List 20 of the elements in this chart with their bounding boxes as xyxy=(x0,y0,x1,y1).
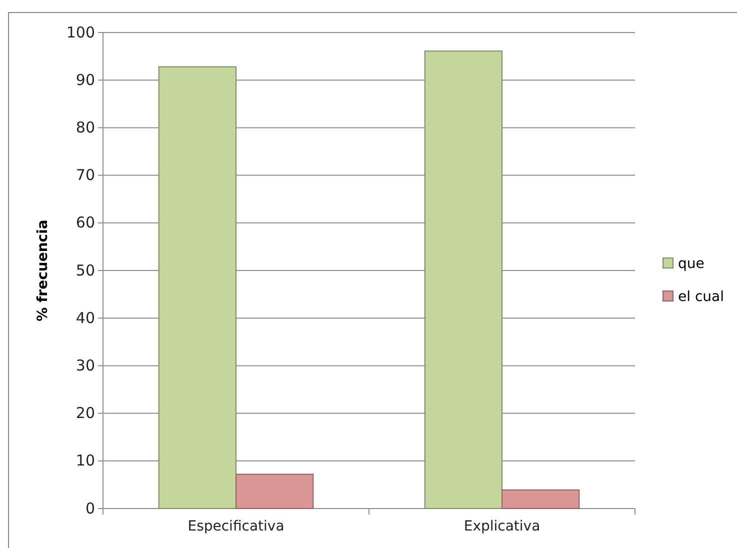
y-tick-label: 0 xyxy=(85,499,95,518)
y-tick-label: 80 xyxy=(76,118,95,136)
bar xyxy=(158,66,236,509)
y-tick-label: 90 xyxy=(76,70,95,89)
y-tick-label: 60 xyxy=(76,214,95,232)
y-tick-label: 70 xyxy=(76,166,95,184)
legend-label: que xyxy=(678,256,704,272)
y-tick-label: 50 xyxy=(76,261,95,280)
bar xyxy=(236,474,314,509)
legend-label: el cual xyxy=(678,289,724,305)
x-tick-label: Especificativa xyxy=(188,518,284,534)
bar xyxy=(424,50,502,509)
y-tick-label: 20 xyxy=(76,404,95,422)
y-tick-label: 10 xyxy=(76,452,95,470)
y-axis-title: % frecuencia xyxy=(35,220,51,322)
y-tick-label: 100 xyxy=(66,23,95,42)
bar xyxy=(502,489,580,509)
y-tick-label: 30 xyxy=(76,356,95,374)
x-tick-label: Explicativa xyxy=(464,518,540,534)
y-tick-label: 40 xyxy=(76,308,95,327)
